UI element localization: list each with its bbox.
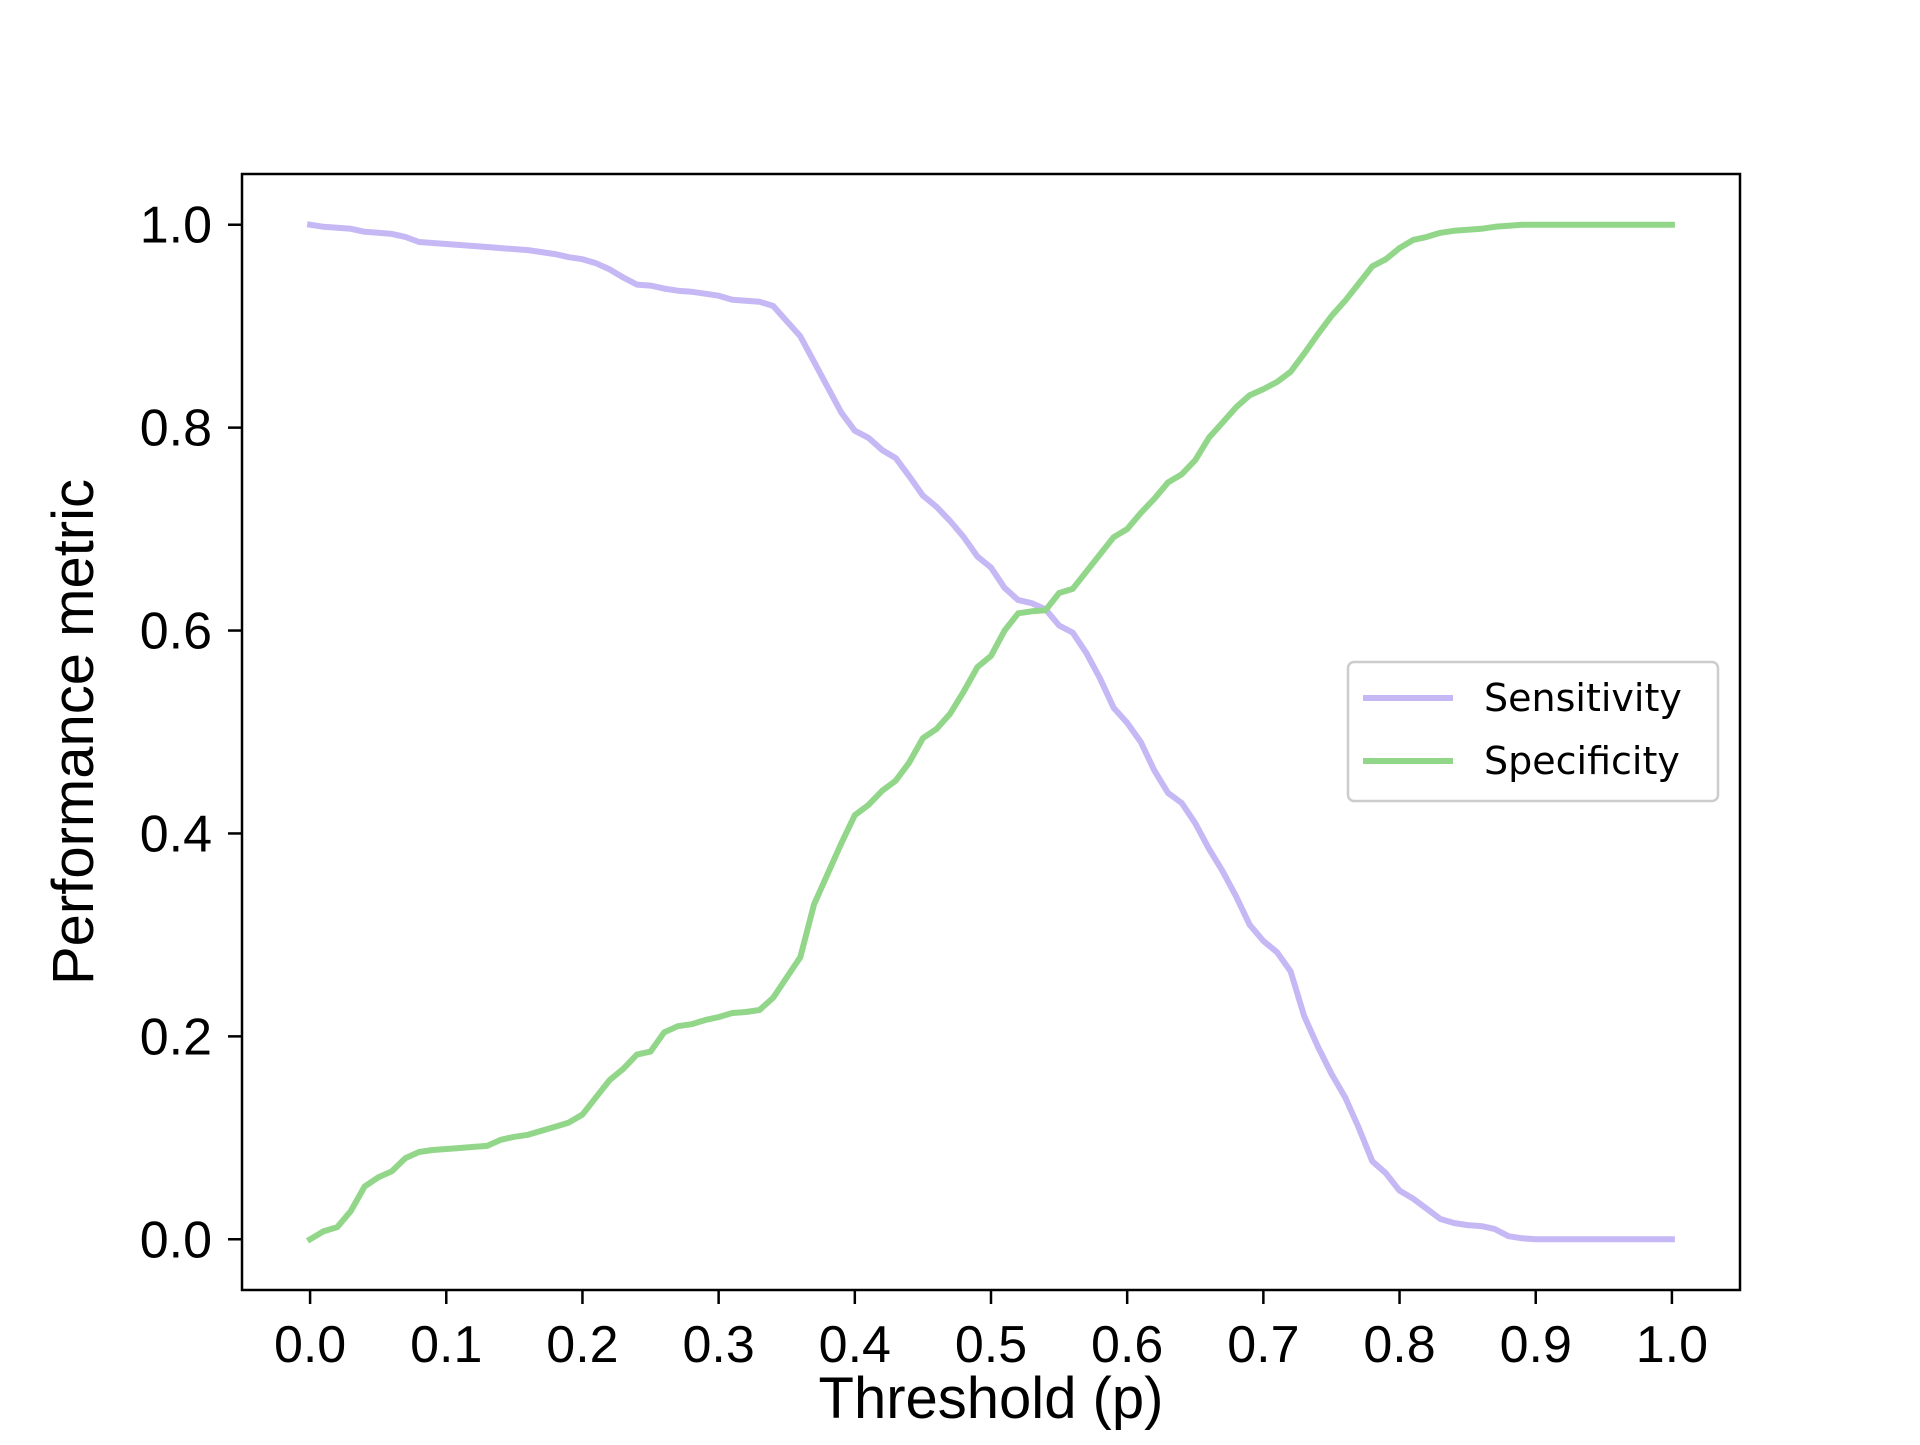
y-axis-title: Performance metric — [41, 479, 106, 985]
series-line-specificity — [305, 221, 1675, 1244]
legend-label-sensitivity: Sensitivity — [1484, 676, 1682, 720]
series-layer — [305, 221, 1675, 1244]
x-tick-label: 0.4 — [819, 1316, 891, 1374]
y-tick-label: 0.4 — [140, 805, 212, 863]
y-tick-label: 0.2 — [140, 1008, 212, 1066]
x-tick-label: 0.0 — [274, 1316, 346, 1374]
x-tick-label: 0.2 — [546, 1316, 618, 1374]
legend: Sensitivity Specificity — [1346, 660, 1720, 803]
y-tick-label: 0.0 — [140, 1211, 212, 1269]
y-axis: 0.0 0.2 0.4 0.6 0.8 1.0 — [140, 197, 242, 1269]
x-tick-label: 0.9 — [1500, 1316, 1572, 1374]
legend-label-specificity: Specificity — [1484, 739, 1680, 783]
x-tick-label: 0.7 — [1227, 1316, 1299, 1374]
x-tick-label: 0.3 — [682, 1316, 754, 1374]
x-axis: 0.0 0.1 0.2 0.3 0.4 0.5 0.6 0.7 0.8 0.9 1.0 — [274, 1290, 1708, 1374]
y-tick-label: 0.6 — [140, 603, 212, 661]
x-axis-title: Threshold (p) — [819, 1366, 1164, 1431]
series-line-sensitivity — [306, 221, 1675, 1243]
y-tick-label: 0.8 — [140, 400, 212, 458]
y-tick-label: 1.0 — [140, 197, 212, 255]
x-tick-label: 0.5 — [955, 1316, 1027, 1374]
x-tick-label: 0.1 — [410, 1316, 482, 1374]
x-tick-label: 0.6 — [1091, 1316, 1163, 1374]
x-tick-label: 0.8 — [1363, 1316, 1435, 1374]
x-tick-label: 1.0 — [1636, 1316, 1708, 1374]
